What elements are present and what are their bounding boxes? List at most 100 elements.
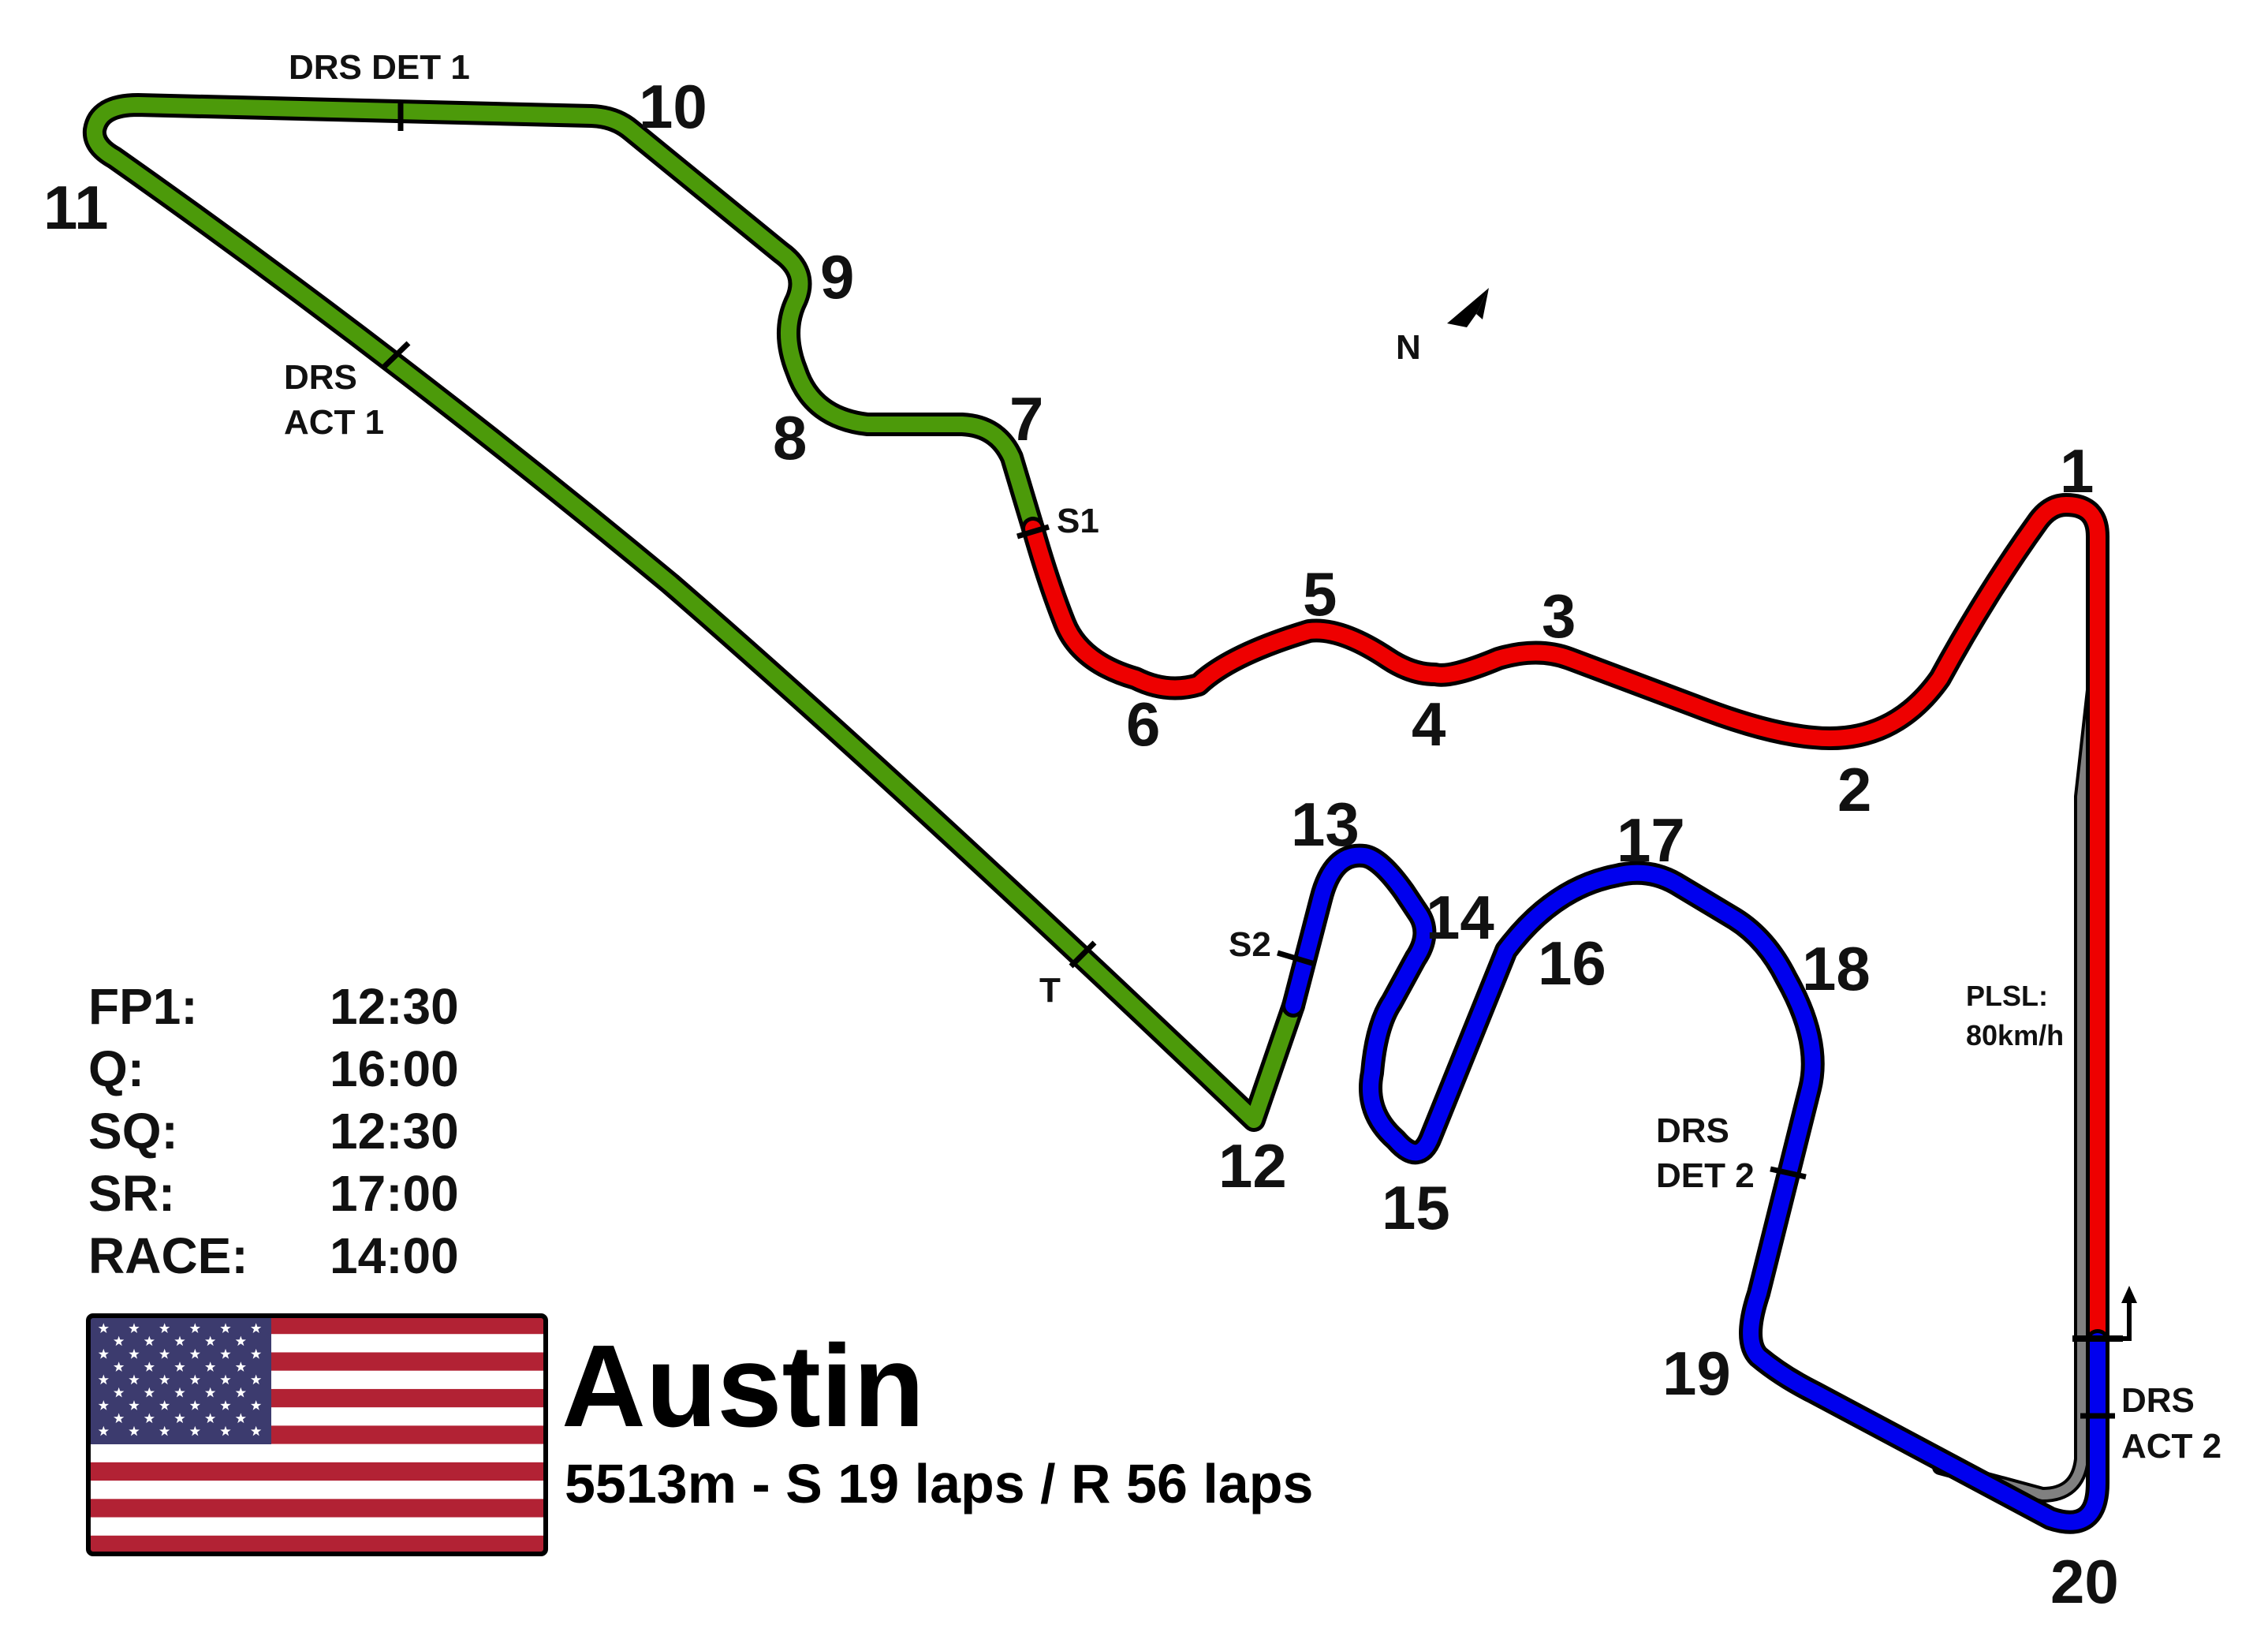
schedule-time-sq: 12:30: [330, 1103, 459, 1160]
circuit-name: Austin: [561, 1321, 924, 1451]
flag-star: [174, 1387, 185, 1398]
flag-star: [235, 1413, 246, 1424]
flag-stripe: [88, 1535, 546, 1554]
flag-star: [220, 1400, 231, 1410]
flag-star: [251, 1348, 262, 1359]
flag-star: [114, 1387, 125, 1398]
turn-15-label: 15: [1382, 1173, 1450, 1242]
turn-4-label: 4: [1412, 689, 1445, 759]
turn-20-label: 20: [2050, 1547, 2119, 1616]
turn-9-label: 9: [820, 242, 854, 312]
drs-act-1-label-line2: ACT 1: [284, 403, 384, 442]
flag-star: [129, 1348, 140, 1359]
circuit-details: 5513m - S 19 laps / R 56 laps: [565, 1453, 1313, 1514]
drs-det-2-tick: [1770, 1166, 1807, 1180]
s1-tick: [1016, 524, 1050, 540]
turn-17-label: 17: [1617, 805, 1685, 875]
turn-7-label: 7: [1009, 384, 1043, 454]
flag-star: [220, 1348, 231, 1359]
north-label: N: [1396, 328, 1421, 367]
turn-1-label: 1: [2060, 436, 2094, 506]
flag-star: [189, 1323, 200, 1333]
flag-star: [189, 1400, 200, 1410]
flag-star: [144, 1413, 155, 1424]
turn-12-label: 12: [1218, 1131, 1287, 1201]
drs-act-2-label-line1: DRS: [2121, 1381, 2195, 1420]
flag-star: [144, 1335, 155, 1346]
flag-star: [189, 1374, 200, 1385]
flag-star: [235, 1335, 246, 1346]
us-flag-icon: [86, 1313, 548, 1556]
flag-stripe: [88, 1462, 546, 1481]
s2-label: S2: [1229, 925, 1271, 964]
schedule-session-fp1: FP1:: [88, 978, 198, 1035]
flag-star: [235, 1387, 246, 1398]
schedule-time-fp1: 12:30: [330, 978, 459, 1035]
flag-star: [220, 1425, 231, 1436]
schedule-time-sr: 17:00: [330, 1165, 459, 1222]
sector-1-track: [1021, 493, 2109, 1353]
pit-lane: [1932, 682, 2102, 1503]
flag-star: [98, 1425, 109, 1436]
sector-3-track: [1281, 843, 2109, 1534]
north-arrow-icon: [1447, 288, 1489, 327]
flag-star: [129, 1400, 140, 1410]
flag-stripe: [88, 1499, 546, 1518]
t-tick: [1069, 940, 1097, 969]
marker-labels: DRS DET 1 DRS ACT 1 S1 T S2 DRS DET 2 DR…: [284, 48, 2221, 1466]
turn-5-label: 5: [1303, 559, 1337, 629]
turn-19-label: 19: [1662, 1339, 1731, 1408]
turn-18-label: 18: [1802, 934, 1871, 1003]
schedule-session-sq: SQ:: [88, 1103, 178, 1160]
turn-2-label: 2: [1837, 755, 1871, 824]
sector-2-track: [82, 93, 1305, 1132]
start-direction-arrow-icon: [2121, 1286, 2137, 1341]
flag-star: [251, 1323, 262, 1333]
flag-star: [129, 1425, 140, 1436]
flag-star: [114, 1335, 125, 1346]
flag-star: [205, 1335, 216, 1346]
flag-star: [98, 1348, 109, 1359]
flag-star: [129, 1374, 140, 1385]
pit-limit-label-line1: PLSL:: [1966, 980, 2048, 1012]
flag-star: [189, 1425, 200, 1436]
drs-act-1-label-line1: DRS: [284, 358, 357, 397]
flag-star: [98, 1400, 109, 1410]
flag-star: [235, 1361, 246, 1372]
s2-tick: [1277, 950, 1315, 967]
flag-star: [98, 1323, 109, 1333]
flag-star: [251, 1425, 262, 1436]
track-markers: [382, 101, 2123, 1419]
turn-3-label: 3: [1542, 581, 1576, 651]
schedule-session-race: RACE:: [88, 1227, 248, 1284]
flag-star: [159, 1374, 170, 1385]
turn-8-label: 8: [773, 403, 807, 472]
turn-11-label: 11: [43, 173, 108, 242]
drs-det-1-label: DRS DET 1: [289, 48, 470, 87]
flag-star: [114, 1413, 125, 1424]
flag-star: [159, 1348, 170, 1359]
flag-star: [205, 1361, 216, 1372]
flag-star: [159, 1400, 170, 1410]
turn-10-label: 10: [639, 72, 707, 141]
flag-star: [220, 1323, 231, 1333]
drs-det-2-label-line2: DET 2: [1656, 1156, 1755, 1195]
s1-label: S1: [1057, 502, 1099, 540]
flag-star: [159, 1425, 170, 1436]
t-label: T: [1039, 971, 1061, 1010]
pit-limit-label-line2: 80km/h: [1966, 1019, 2064, 1051]
flag-star: [189, 1348, 200, 1359]
flag-star: [205, 1413, 216, 1424]
turn-6-label: 6: [1126, 689, 1160, 759]
drs-det-2-label-line1: DRS: [1656, 1111, 1729, 1150]
flag-star: [174, 1361, 185, 1372]
schedule-session-q: Q:: [88, 1040, 144, 1097]
turn-13-label: 13: [1291, 790, 1360, 859]
flag-star: [174, 1413, 185, 1424]
turn-numbers: 1 2 3 4 5 6 7 8 9 10 11 12 13 14 15 16 1…: [43, 72, 2119, 1616]
flag-star: [144, 1387, 155, 1398]
session-schedule: FP1: 12:30 Q: 16:00 SQ: 12:30 SR: 17:00 …: [88, 978, 459, 1284]
flag-star: [174, 1335, 185, 1346]
flag-star: [114, 1361, 125, 1372]
